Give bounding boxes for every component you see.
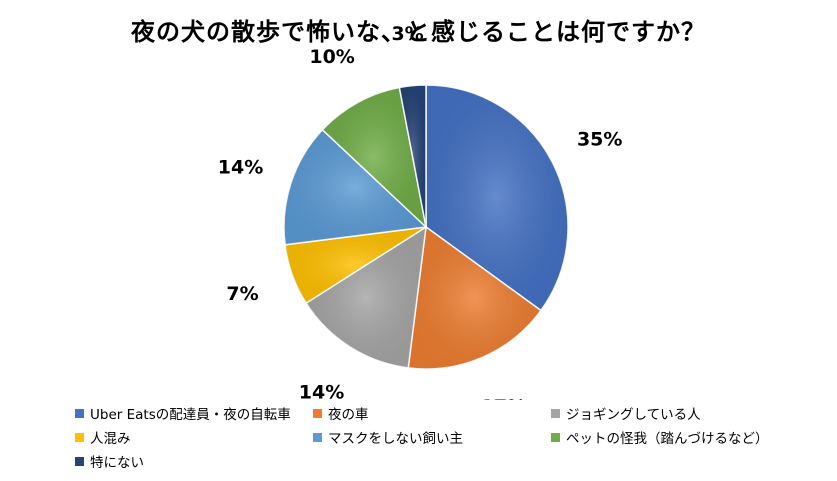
legend-item: 人混み <box>75 427 131 447</box>
chart-title: 夜の犬の散歩で怖いな、と感じることは何ですか？ <box>131 18 706 46</box>
pie-slice-shade <box>322 87 426 227</box>
legend-item: 夜の車 <box>313 403 369 423</box>
pie-slice-shade <box>283 129 426 245</box>
legend-label: 人混み <box>90 431 131 447</box>
legend-item: ジョギングしている人 <box>551 403 701 423</box>
slice-percent-label: 10% <box>309 46 354 68</box>
legend-label: 特にない <box>90 455 144 471</box>
slice-percent-label: 35% <box>577 129 622 151</box>
legend-label: マスクをしない飼い主 <box>328 431 463 447</box>
legend-label: Uber Eatsの配達員・夜の自転車 <box>90 407 291 423</box>
legend-item: Uber Eatsの配達員・夜の自転車 <box>75 403 291 423</box>
legend-item: マスクをしない飼い主 <box>313 427 463 447</box>
pie-slice-shade <box>426 85 568 311</box>
legend-item: 特にない <box>75 451 144 471</box>
legend-item: ペットの怪我（踏んづけるなど） <box>551 427 769 447</box>
legend-swatch <box>75 456 84 466</box>
pie-chart: 35% 17% 14% 7% 14% 10% 3% <box>218 23 623 400</box>
legend-swatch <box>75 408 84 418</box>
slice-percent-label: 7% <box>226 283 258 305</box>
legend-swatch <box>75 432 84 442</box>
legend-label: ペットの怪我（踏んづけるなど） <box>566 431 769 447</box>
legend-label: 夜の車 <box>328 407 369 423</box>
pie-slice-shade <box>408 227 541 369</box>
slice-percent-label: 14% <box>218 157 263 179</box>
pie-slice-shade <box>306 227 426 368</box>
slice-percent-label: 14% <box>299 382 344 400</box>
pie-slice-shade <box>399 85 426 227</box>
pie-slice-shade <box>285 227 426 304</box>
legend-swatch <box>313 408 322 418</box>
slice-percent-label: 3% <box>391 23 423 45</box>
legend-swatch <box>551 408 560 418</box>
legend-swatch <box>313 432 322 442</box>
slice-percent-label: 17% <box>481 396 526 400</box>
legend-label: ジョギングしている人 <box>566 407 701 423</box>
legend-swatch <box>551 432 560 442</box>
